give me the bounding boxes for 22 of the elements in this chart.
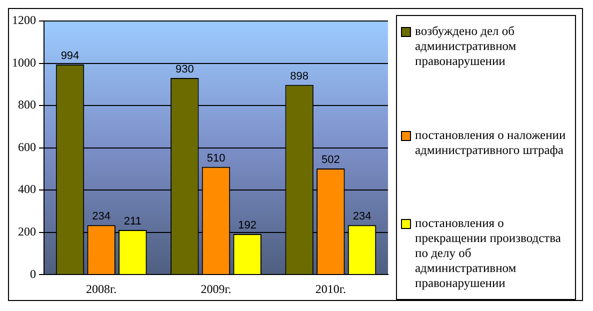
y-tick-label: 600 xyxy=(18,140,36,154)
data-label: 192 xyxy=(238,220,257,232)
data-label: 994 xyxy=(60,50,80,62)
data-label: 234 xyxy=(92,210,111,223)
data-label: 211 xyxy=(124,216,142,228)
y-tick-label: 1000 xyxy=(12,55,36,70)
x-tick-label: 2008г. xyxy=(86,282,117,296)
data-label: 930 xyxy=(175,64,194,76)
data-label: 898 xyxy=(290,70,309,82)
legend-label: постановления о прекращении производства по делу об административном правонарушении xyxy=(415,216,562,291)
x-tick-label: 2009г. xyxy=(200,282,232,296)
y-tick-label: 400 xyxy=(18,182,36,196)
x-tick-label: 2010г. xyxy=(315,282,346,296)
y-tick-label: 1200 xyxy=(12,13,36,28)
y-tick-label: 800 xyxy=(18,98,36,112)
data-label: 510 xyxy=(206,152,226,164)
legend-label: постановления о наложении административного штрафа xyxy=(415,128,567,158)
data-label: 234 xyxy=(352,210,372,223)
y-tick-label: 0 xyxy=(30,266,36,281)
text: возбуждено дел об административном правонарушении xyxy=(415,24,518,69)
y-tick-label: 200 xyxy=(18,224,36,238)
data-label: 502 xyxy=(321,154,340,166)
